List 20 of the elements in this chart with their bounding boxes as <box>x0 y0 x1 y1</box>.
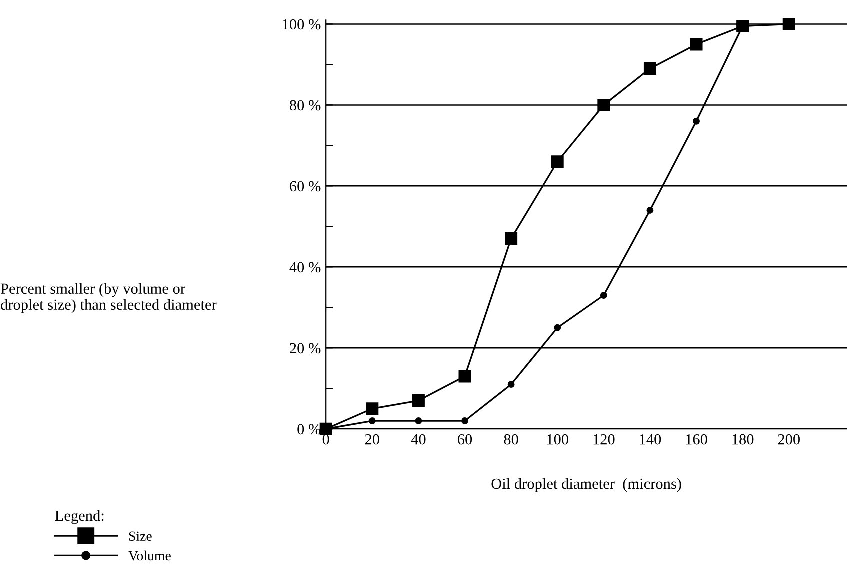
x-tick-label: 80 <box>504 434 518 445</box>
x-tick-label: 120 <box>594 434 615 445</box>
legend-title: Legend: <box>55 510 104 524</box>
y-tick-label: 40 % <box>290 262 321 273</box>
x-tick-label: 100 <box>547 434 568 445</box>
x-tick-label: 40 <box>411 434 426 445</box>
x-axis-title: Oil droplet diameter (microns) <box>492 478 682 492</box>
x-tick-label: 60 <box>458 434 472 445</box>
y-tick-label: 80 % <box>290 100 321 111</box>
y-tick-label: 100 % <box>283 19 321 30</box>
x-tick-label: 140 <box>640 434 662 445</box>
y-tick-label: 60 % <box>290 181 321 192</box>
legend-label: Volume <box>128 550 171 561</box>
x-tick-label: 160 <box>686 434 708 445</box>
x-tick-label: 20 <box>365 434 380 445</box>
y-axis-title: Percent smaller (by volume or droplet size) than selected diameter <box>0 283 217 314</box>
y-tick-label: 20 % <box>290 343 321 354</box>
x-tick-label: 200 <box>778 434 800 445</box>
x-tick-label: 180 <box>732 434 754 445</box>
legend-label: Size <box>129 532 152 542</box>
